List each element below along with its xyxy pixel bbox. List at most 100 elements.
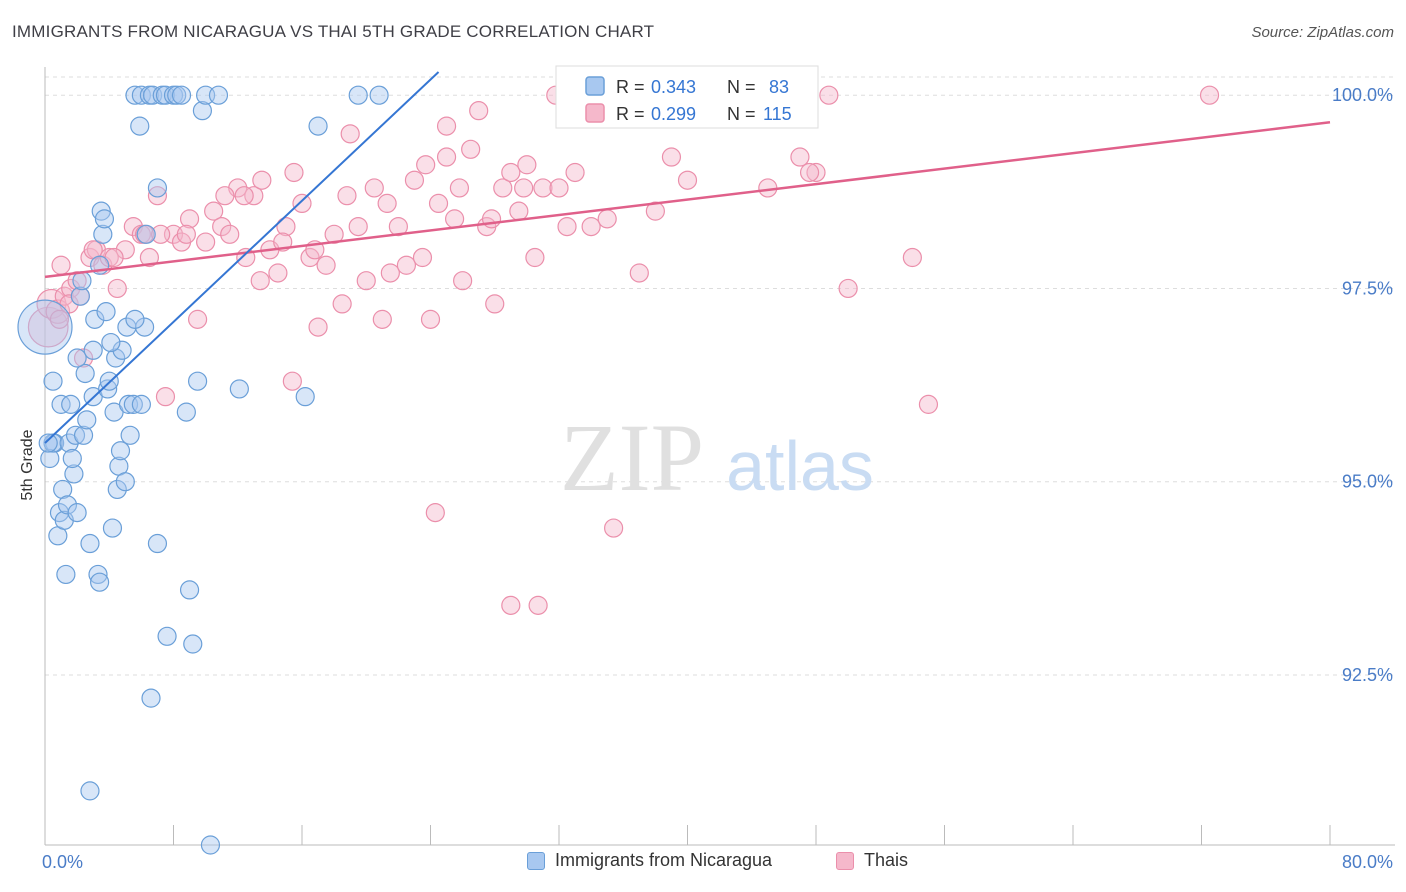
nicaragua-point xyxy=(192,101,213,121)
thais-point xyxy=(436,116,457,136)
nicaragua-point xyxy=(102,518,123,538)
thais-point xyxy=(332,294,352,314)
nicaragua-point xyxy=(57,495,78,515)
thais-point xyxy=(557,217,577,237)
thais-point xyxy=(604,518,624,538)
thais-point xyxy=(308,317,328,337)
legend-item-thais[interactable]: Thais xyxy=(836,850,908,871)
thais-point xyxy=(412,247,433,268)
nicaragua-point xyxy=(75,363,95,384)
nicaragua-points xyxy=(17,85,389,855)
thais-point xyxy=(790,147,810,167)
legend-swatch-pink xyxy=(585,103,605,123)
watermark: ZIP atlas xyxy=(560,404,874,511)
nicaragua-point xyxy=(147,178,168,198)
thais-point xyxy=(212,217,232,237)
nicaragua-point xyxy=(176,402,196,422)
nicaragua-trendline xyxy=(44,71,440,444)
nicaragua-point xyxy=(134,317,155,337)
nicaragua-point xyxy=(94,209,115,229)
thais-point xyxy=(806,162,826,183)
nicaragua-point xyxy=(107,479,127,500)
thais-point xyxy=(220,224,240,244)
source-label: Source: ZipAtlas.com xyxy=(1251,24,1394,41)
nicaragua-point xyxy=(187,371,208,391)
legend-n-label-1: N = xyxy=(727,77,756,97)
thais-point xyxy=(250,271,270,291)
thais-point xyxy=(819,85,839,105)
nicaragua-point xyxy=(53,479,73,500)
nicaragua-point xyxy=(110,441,131,461)
x-tick-label-max: 80.0% xyxy=(1342,852,1393,872)
nicaragua-point xyxy=(157,626,177,646)
thais-point xyxy=(461,139,481,159)
legend-r-value-2: 0.299 xyxy=(651,104,696,124)
thais-point xyxy=(501,162,521,183)
thais-point xyxy=(337,186,357,206)
thais-point xyxy=(396,255,417,275)
thais-point xyxy=(67,271,87,291)
thais-point xyxy=(155,387,176,407)
thais-point xyxy=(176,224,196,244)
nicaragua-point xyxy=(131,394,151,414)
thais-point xyxy=(514,178,534,198)
legend-item-nicaragua[interactable]: Immigrants from Nicaragua xyxy=(527,850,772,871)
nicaragua-point xyxy=(120,425,140,445)
thais-point xyxy=(436,147,457,167)
thais-point xyxy=(918,394,939,414)
stats-legend: R = 0.343 N = 83 R = 0.299 N = 115 xyxy=(555,65,819,129)
nicaragua-point xyxy=(147,533,168,554)
thais-point xyxy=(428,193,449,214)
nicaragua-point xyxy=(77,410,97,430)
y-tick-labels: 92.5% 95.0% 97.5% 100.0% xyxy=(1332,85,1393,685)
nicaragua-point xyxy=(171,85,192,105)
thais-point xyxy=(196,232,216,252)
thais-point xyxy=(380,263,400,283)
nicaragua-point xyxy=(101,332,121,353)
nicaragua-point xyxy=(130,116,150,136)
legend-n-value-2: 115 xyxy=(763,104,792,124)
y-tick-label: 97.5% xyxy=(1342,278,1393,298)
nicaragua-point xyxy=(131,85,151,105)
thais-point xyxy=(444,209,465,229)
nicaragua-point xyxy=(38,433,58,453)
nicaragua-point xyxy=(295,387,315,407)
thais-point xyxy=(151,224,171,244)
nicaragua-point xyxy=(65,425,86,445)
thais-point xyxy=(49,309,70,329)
nicaragua-point xyxy=(136,224,156,244)
thais-point xyxy=(45,299,71,324)
legend-n-label-2: N = xyxy=(727,104,756,124)
thais-point xyxy=(528,595,548,615)
nicaragua-point xyxy=(112,340,132,360)
thais-point xyxy=(115,240,135,260)
nicaragua-point xyxy=(17,299,73,355)
thais-point xyxy=(316,255,336,275)
nicaragua-point xyxy=(62,448,82,469)
axes xyxy=(44,67,1395,846)
thais-point xyxy=(179,209,200,229)
nicaragua-point xyxy=(141,688,161,708)
thais-trendline xyxy=(44,121,1331,279)
grid-lines xyxy=(45,76,1395,676)
thais-point xyxy=(517,155,537,175)
thais-point xyxy=(348,217,368,237)
nicaragua-point xyxy=(85,309,105,329)
nicaragua-point xyxy=(167,85,187,105)
thais-point xyxy=(282,371,302,391)
thais-swatch xyxy=(836,851,854,870)
nicaragua-point xyxy=(80,533,100,554)
nicaragua-point xyxy=(155,85,176,105)
thais-point xyxy=(99,247,119,268)
thais-point xyxy=(147,186,168,206)
nicaragua-point xyxy=(93,224,113,244)
nicaragua-point xyxy=(229,379,249,399)
thais-point xyxy=(284,162,304,183)
thais-point xyxy=(425,503,445,523)
thais-point xyxy=(61,278,81,299)
thais-point xyxy=(533,178,553,198)
nicaragua-point xyxy=(64,464,84,484)
thais-point xyxy=(51,255,71,275)
watermark-zip: ZIP xyxy=(560,404,704,511)
legend-swatch-blue xyxy=(585,76,605,96)
